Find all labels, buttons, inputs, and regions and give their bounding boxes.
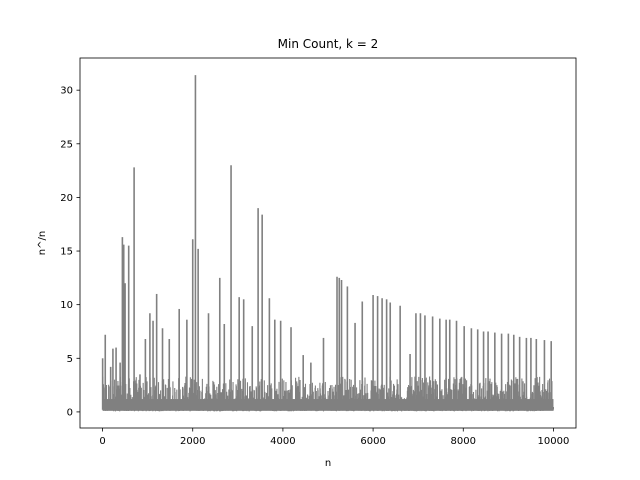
y-tick-label: 25 [60, 139, 73, 150]
y-tick-label: 30 [60, 86, 73, 97]
x-tick-label: 4000 [270, 436, 295, 447]
y-axis-label: n^/n [37, 231, 48, 255]
y-tick-label: 5 [67, 354, 73, 365]
x-tick-label: 8000 [451, 436, 476, 447]
x-tick-label: 0 [99, 436, 105, 447]
y-tick-label: 15 [60, 247, 73, 258]
plot-frame [79, 57, 577, 429]
x-axis-label: n [325, 458, 331, 469]
series-base-band [102, 399, 554, 411]
y-tick-label: 10 [60, 300, 73, 311]
x-tick-label: 6000 [360, 436, 385, 447]
y-axis: 0 5 10 15 20 25 30 [60, 86, 80, 418]
x-tick-label: 10000 [538, 436, 570, 447]
x-tick-label: 2000 [180, 436, 205, 447]
y-tick-label: 0 [67, 407, 73, 418]
y-tick-label: 20 [60, 193, 73, 204]
chart-title: Min Count, k = 2 [278, 37, 379, 51]
x-axis: 0 2000 4000 6000 8000 10000 [99, 428, 569, 447]
series-layer [101, 75, 554, 412]
